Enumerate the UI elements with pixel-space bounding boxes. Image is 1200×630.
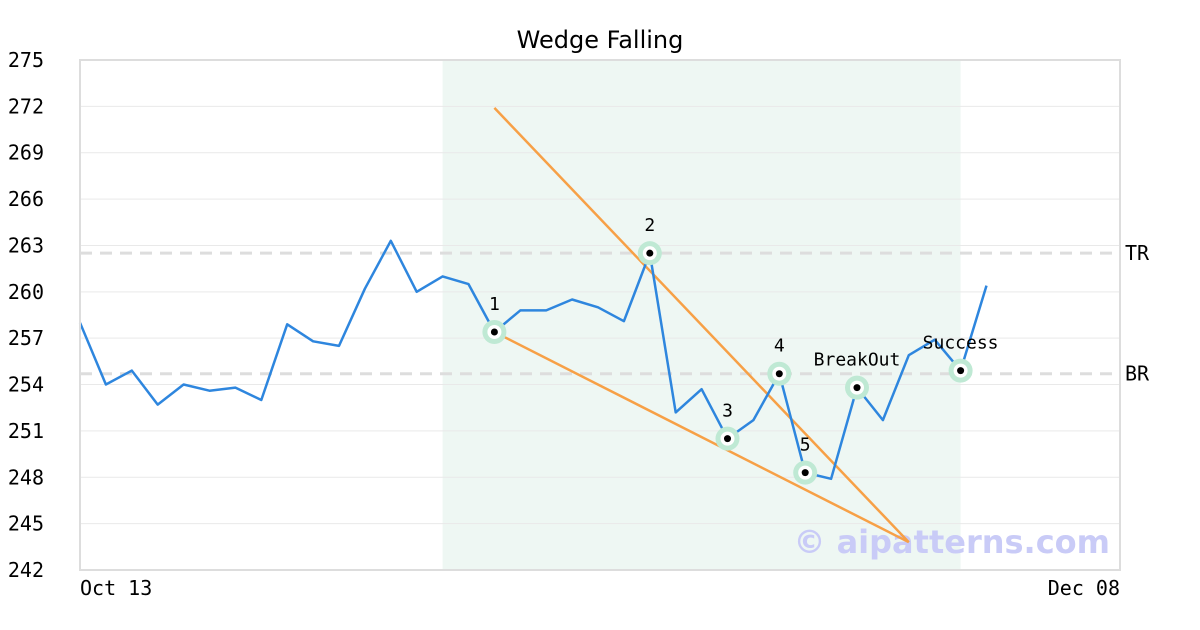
marker-dot (724, 435, 731, 443)
y-tick-label: 272 (8, 94, 44, 118)
marker-dot (801, 469, 809, 477)
y-tick-label: 251 (8, 419, 44, 443)
marked-points: 1 2 3 4 5 BreakOut Success (482, 215, 999, 485)
marker-dot (775, 370, 783, 378)
x-axis-ticks: Oct 13 Dec 08 (80, 576, 1120, 600)
trend-lines (493, 107, 910, 544)
y-tick-label: 275 (8, 48, 44, 72)
plot-frame (79, 59, 1121, 571)
y-tick-label: 254 (8, 373, 44, 397)
y-tick-label: 266 (8, 187, 44, 211)
marker-label: BreakOut (814, 350, 901, 371)
y-tick-label: 263 (8, 233, 44, 257)
y-tick-label: 245 (8, 512, 44, 536)
y-tick-label: 260 (8, 280, 44, 304)
price-series (78, 239, 988, 481)
x-tick-label: Oct 13 (80, 576, 152, 600)
marker-label: 3 (722, 401, 733, 422)
marker-dot (490, 328, 498, 336)
reference-lines: TR BR (80, 241, 1150, 386)
marker-label: 5 (800, 435, 811, 456)
marker-label: 4 (774, 336, 785, 357)
y-axis-ticks: 242 245 248 251 254 257 260 263 266 269 272 275 (8, 48, 44, 582)
marker-label: 2 (644, 215, 655, 236)
marker-dot (957, 367, 965, 375)
watermark: © aipatterns.com (793, 523, 1110, 561)
reference-line-label: BR (1125, 362, 1150, 386)
y-tick-label: 269 (8, 141, 44, 165)
x-tick-label: Dec 08 (1048, 576, 1120, 600)
trend-line (493, 107, 910, 544)
marker-dot (853, 384, 861, 392)
series-line (78, 239, 988, 481)
reference-line-label: TR (1125, 241, 1150, 265)
marker-label: 1 (489, 294, 500, 315)
chart-title: Wedge Falling (517, 26, 684, 54)
marker-label: Success (923, 333, 999, 354)
trend-line (493, 330, 910, 544)
y-tick-label: 248 (8, 465, 44, 489)
y-tick-label: 257 (8, 326, 44, 350)
marker-dot (646, 249, 654, 257)
y-tick-label: 242 (8, 558, 44, 582)
